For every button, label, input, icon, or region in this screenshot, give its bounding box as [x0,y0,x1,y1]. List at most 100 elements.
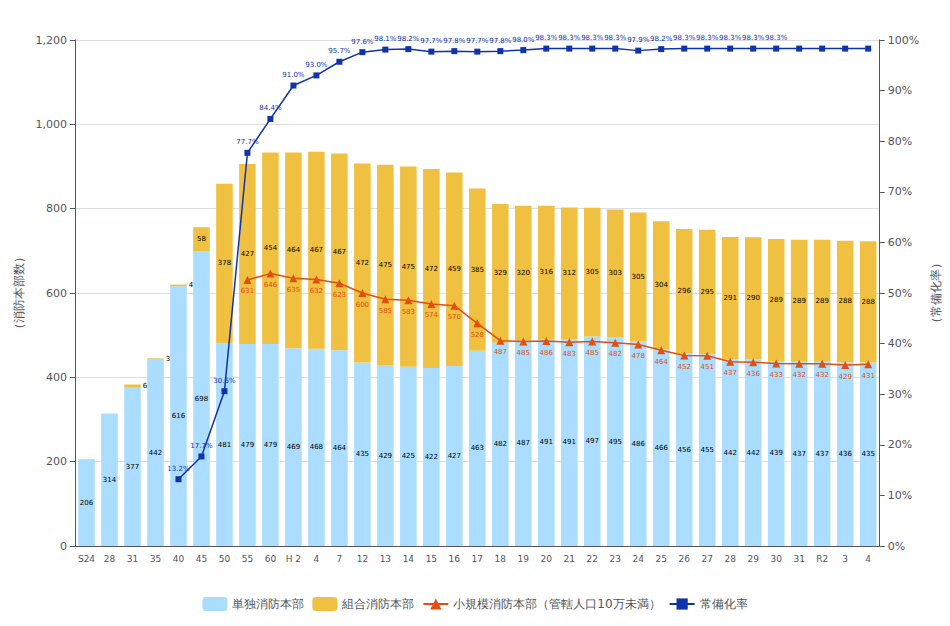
svg-text:H 2: H 2 [286,554,301,564]
svg-text:377: 377 [126,463,139,471]
svg-text:459: 459 [448,265,461,273]
svg-text:15: 15 [426,554,437,564]
svg-text:491: 491 [540,438,553,446]
svg-text:316: 316 [540,268,554,276]
svg-text:486: 486 [540,349,554,357]
svg-text:570: 570 [448,313,461,321]
svg-text:98.3%: 98.3% [558,34,581,42]
svg-text:442: 442 [724,449,737,457]
svg-text:296: 296 [678,287,692,295]
svg-text:437: 437 [792,450,805,458]
svg-text:431: 431 [861,372,874,380]
svg-text:726: 726 [792,230,806,238]
svg-text:770: 770 [655,212,668,220]
svg-text:463: 463 [471,444,484,452]
svg-text:635: 635 [287,286,300,294]
svg-text:206: 206 [80,450,94,458]
svg-text:60%: 60% [888,236,912,249]
svg-text:6: 6 [143,382,148,390]
svg-text:312: 312 [563,269,576,277]
svg-text:479: 479 [241,441,254,449]
svg-text:289: 289 [770,296,783,304]
svg-text:91.0%: 91.0% [282,71,305,79]
svg-text:98.0%: 98.0% [512,36,535,44]
svg-text:456: 456 [678,446,692,454]
svg-text:935: 935 [310,142,323,150]
svg-text:585: 585 [379,307,392,315]
svg-text:475: 475 [402,263,415,271]
svg-text:432: 432 [815,371,828,379]
svg-text:50: 50 [219,554,231,564]
svg-text:21: 21 [564,554,575,564]
svg-text:437: 437 [815,450,828,458]
svg-text:289: 289 [815,297,828,305]
svg-text:385: 385 [471,266,484,274]
svg-text:30%: 30% [888,388,912,401]
svg-text:698: 698 [195,395,208,403]
svg-text:464: 464 [655,358,669,366]
svg-text:931: 931 [333,144,346,152]
svg-text:20: 20 [541,554,553,564]
svg-text:482: 482 [609,350,622,358]
svg-text:452: 452 [678,363,691,371]
svg-text:329: 329 [494,269,507,277]
svg-text:433: 433 [770,371,783,379]
svg-text:98.3%: 98.3% [765,34,788,42]
svg-text:24: 24 [633,554,645,564]
svg-text:31: 31 [127,554,138,564]
svg-text:429: 429 [379,452,392,460]
svg-text:904: 904 [379,155,393,163]
svg-text:290: 290 [747,294,760,302]
svg-text:60: 60 [265,554,277,564]
svg-text:528: 528 [471,331,484,339]
svg-text:93.0%: 93.0% [305,61,328,69]
svg-text:620: 620 [172,275,185,283]
svg-text:98.2%: 98.2% [397,35,420,43]
svg-text:17.7%: 17.7% [190,442,213,450]
svg-text:436: 436 [747,370,761,378]
svg-text:464: 464 [287,246,301,254]
svg-text:425: 425 [402,452,415,460]
svg-text:802: 802 [586,198,599,206]
svg-text:77.7%: 77.7% [236,138,259,146]
svg-text:320: 320 [517,269,530,277]
svg-text:98.2%: 98.2% [650,35,673,43]
svg-text:70%: 70% [888,185,912,198]
svg-text:803: 803 [563,198,576,206]
svg-text:98.3%: 98.3% [696,34,719,42]
svg-text:574: 574 [425,311,439,319]
svg-text:305: 305 [586,268,599,276]
svg-text:468: 468 [310,443,323,451]
svg-text:98.3%: 98.3% [673,34,696,42]
svg-text:487: 487 [517,439,530,447]
svg-text:469: 469 [287,443,300,451]
svg-text:97.8%: 97.8% [489,37,512,45]
svg-text:475: 475 [379,261,392,269]
svg-text:10%: 10% [888,489,912,502]
svg-text:732: 732 [747,228,760,236]
svg-text:481: 481 [218,441,231,449]
svg-text:98.3%: 98.3% [581,34,604,42]
svg-text:467: 467 [310,246,323,254]
svg-text:798: 798 [609,200,622,208]
svg-text:479: 479 [264,441,277,449]
svg-text:314: 314 [103,476,117,484]
svg-text:組合消防本部: 組合消防本部 [341,597,414,611]
svg-text:97.7%: 97.7% [420,37,443,45]
svg-text:442: 442 [149,449,162,457]
svg-text:445: 445 [149,349,162,357]
svg-text:98.3%: 98.3% [604,34,627,42]
svg-text:487: 487 [494,348,507,356]
svg-text:30: 30 [770,554,782,564]
svg-text:800: 800 [46,202,67,215]
svg-text:58: 58 [197,235,206,243]
svg-text:491: 491 [563,438,576,446]
svg-text:485: 485 [517,349,530,357]
svg-text:472: 472 [425,265,438,273]
svg-text:807: 807 [517,196,530,204]
svg-text:886: 886 [448,163,462,171]
svg-text:726: 726 [815,230,829,238]
svg-text:422: 422 [425,453,438,461]
svg-text:84.4%: 84.4% [259,104,282,112]
svg-text:3: 3 [166,355,170,363]
